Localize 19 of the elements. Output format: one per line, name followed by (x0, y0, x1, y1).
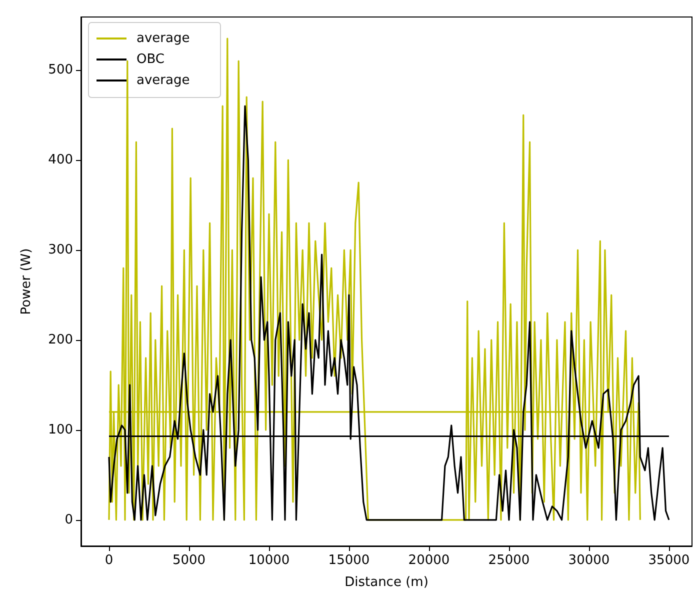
legend-label: average (136, 31, 190, 46)
x-tick-label: 15000 (328, 553, 370, 568)
x-tick-label: 0 (104, 553, 114, 568)
x-axis-title: Distance (m) (344, 575, 428, 590)
x-tick-label: 10000 (248, 553, 290, 568)
x-tick-label: 25000 (488, 553, 530, 568)
y-tick-label: 200 (48, 332, 73, 348)
y-tick-label: 400 (48, 152, 73, 168)
x-tick-label: 5000 (172, 553, 206, 568)
legend-label: average (136, 73, 190, 88)
y-tick-label: 0 (64, 512, 73, 528)
y-tick-label: 100 (48, 422, 73, 438)
legend-label: OBC (136, 52, 164, 67)
x-tick-label: 35000 (648, 553, 690, 568)
x-tick-label: 30000 (568, 553, 610, 568)
y-tick-label: 500 (48, 62, 73, 78)
y-tick-label: 300 (48, 242, 73, 258)
y-axis-title: Power (W) (19, 248, 34, 315)
x-tick-label: 20000 (408, 553, 450, 568)
